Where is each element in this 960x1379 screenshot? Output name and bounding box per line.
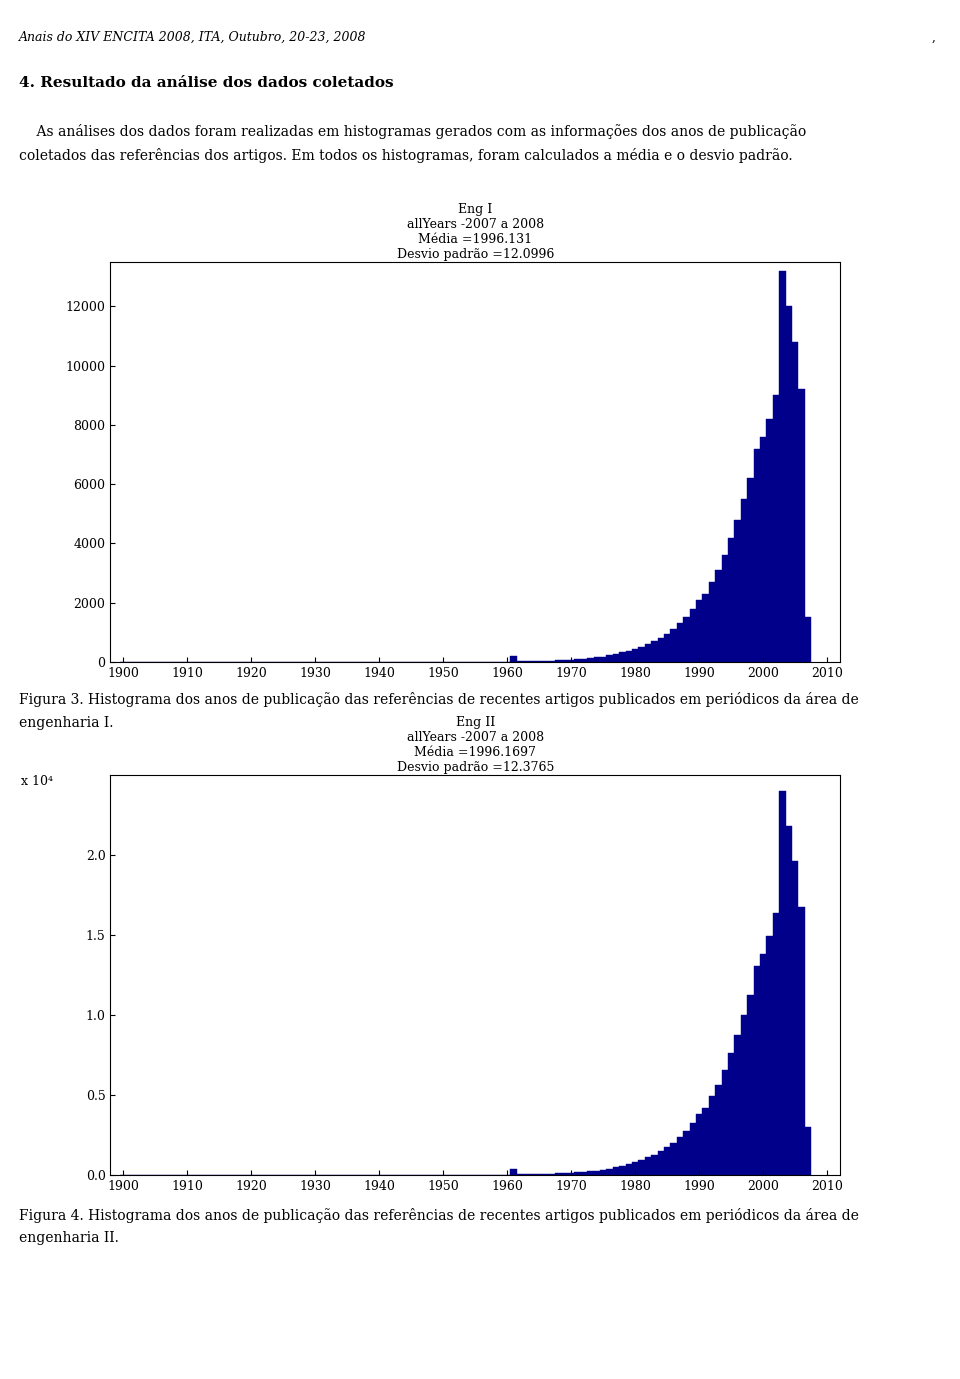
Bar	[511, 1169, 516, 1175]
Bar	[593, 658, 600, 662]
Bar	[696, 1114, 703, 1175]
Bar	[728, 1052, 734, 1175]
Bar	[780, 792, 785, 1175]
Text: Figura 4. Histograma dos anos de publicação das referências de recentes artigos : Figura 4. Histograma dos anos de publica…	[19, 1208, 859, 1223]
Bar	[562, 661, 568, 662]
Bar	[722, 1070, 728, 1175]
Text: 4. Resultado da análise dos dados coletados: 4. Resultado da análise dos dados coleta…	[19, 76, 394, 90]
Bar	[658, 637, 664, 662]
Bar	[799, 389, 804, 662]
Bar	[708, 1096, 715, 1175]
Bar	[664, 634, 670, 662]
Bar	[568, 1172, 574, 1175]
Bar	[760, 954, 766, 1175]
Bar	[799, 907, 804, 1175]
Bar	[722, 556, 728, 662]
Bar	[715, 1085, 722, 1175]
Bar	[747, 994, 754, 1175]
Bar	[626, 651, 632, 662]
Bar	[741, 1015, 747, 1175]
Bar	[632, 648, 638, 662]
Bar	[708, 582, 715, 662]
Bar	[638, 647, 645, 662]
Bar	[760, 437, 766, 662]
Bar	[645, 1157, 651, 1175]
Bar	[588, 1171, 593, 1175]
Bar	[715, 570, 722, 662]
Bar	[734, 1036, 741, 1175]
Bar	[696, 600, 703, 662]
Bar	[792, 860, 799, 1175]
Bar	[670, 629, 677, 662]
Text: Figura 3. Histograma dos anos de publicação das referências de recentes artigos : Figura 3. Histograma dos anos de publica…	[19, 692, 859, 707]
Text: coletados das referências dos artigos. Em todos os histogramas, foram calculados: coletados das referências dos artigos. E…	[19, 148, 793, 163]
Bar	[677, 623, 684, 662]
Bar	[703, 1107, 708, 1175]
Bar	[588, 658, 593, 662]
Bar	[651, 1154, 658, 1175]
Text: x 10⁴: x 10⁴	[21, 775, 53, 787]
Bar	[581, 659, 588, 662]
Text: ,: ,	[931, 30, 935, 43]
Bar	[773, 913, 780, 1175]
Text: engenharia I.: engenharia I.	[19, 716, 113, 729]
Bar	[619, 652, 626, 662]
Text: As análises dos dados foram realizadas em histogramas gerados com as informações: As análises dos dados foram realizadas e…	[19, 124, 806, 139]
Bar	[689, 608, 696, 662]
Bar	[773, 396, 780, 662]
Bar	[555, 1174, 562, 1175]
Bar	[741, 499, 747, 662]
Bar	[612, 654, 619, 662]
Bar	[734, 520, 741, 662]
Bar	[766, 419, 773, 662]
Bar	[754, 965, 760, 1175]
Bar	[600, 1169, 607, 1175]
Bar	[612, 1167, 619, 1175]
Bar	[703, 594, 708, 662]
Bar	[677, 1138, 684, 1175]
Bar	[600, 656, 607, 662]
Bar	[804, 1127, 811, 1175]
Text: engenharia II.: engenharia II.	[19, 1231, 119, 1245]
Bar	[581, 1172, 588, 1175]
Bar	[574, 1172, 581, 1175]
Bar	[670, 1143, 677, 1175]
Bar	[626, 1164, 632, 1175]
Bar	[785, 306, 792, 662]
Bar	[684, 1131, 689, 1175]
Bar	[511, 656, 516, 662]
Bar	[785, 826, 792, 1175]
Text: Anais do XIV ENCITA 2008, ITA, Outubro, 20-23, 2008: Anais do XIV ENCITA 2008, ITA, Outubro, …	[19, 30, 367, 43]
Bar	[747, 479, 754, 662]
Bar	[562, 1174, 568, 1175]
Bar	[651, 641, 658, 662]
Bar	[728, 538, 734, 662]
Bar	[804, 618, 811, 662]
Bar	[619, 1165, 626, 1175]
Bar	[658, 1151, 664, 1175]
Bar	[607, 655, 612, 662]
Bar	[766, 936, 773, 1175]
Bar	[684, 618, 689, 662]
Bar	[645, 644, 651, 662]
Bar	[555, 661, 562, 662]
Bar	[632, 1162, 638, 1175]
Bar	[568, 659, 574, 662]
Title: Eng II
allYears -2007 a 2008
Média =1996.1697
Desvio padrão =12.3765: Eng II allYears -2007 a 2008 Média =1996…	[396, 716, 554, 774]
Bar	[780, 270, 785, 662]
Bar	[754, 448, 760, 662]
Bar	[638, 1160, 645, 1175]
Bar	[607, 1168, 612, 1175]
Bar	[574, 659, 581, 662]
Bar	[593, 1171, 600, 1175]
Bar	[664, 1147, 670, 1175]
Bar	[689, 1123, 696, 1175]
Title: Eng I
allYears -2007 a 2008
Média =1996.131
Desvio padrão =12.0996: Eng I allYears -2007 a 2008 Média =1996.…	[396, 203, 554, 261]
Bar	[792, 342, 799, 662]
